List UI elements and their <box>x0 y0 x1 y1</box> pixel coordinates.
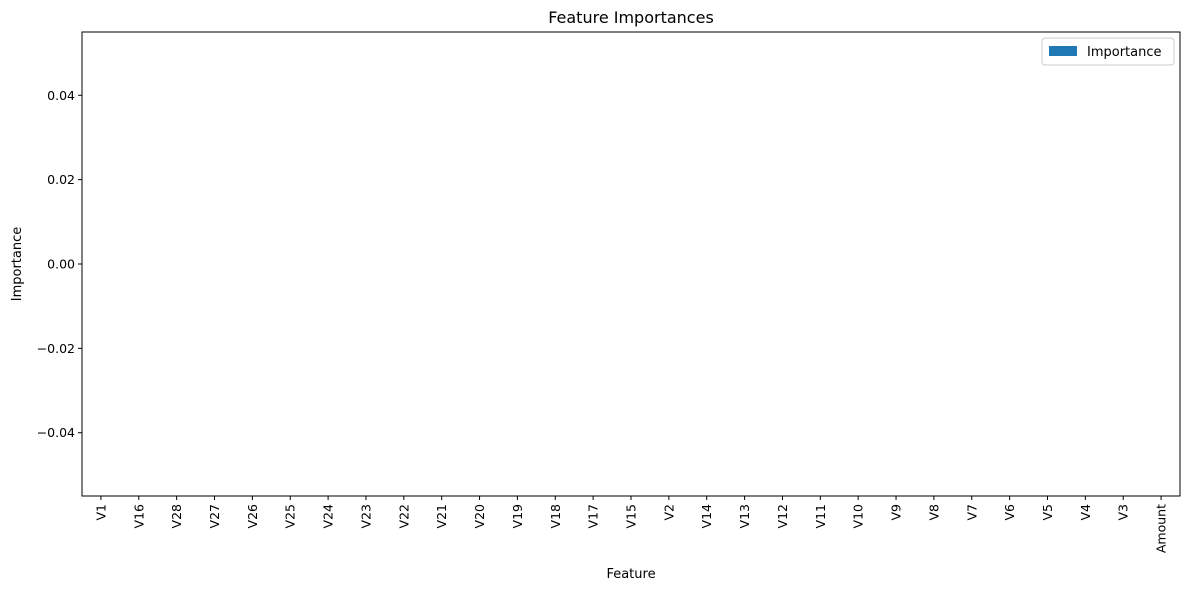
x-tick-label-v5: V5 <box>1040 504 1055 521</box>
x-tick-label-v3: V3 <box>1116 504 1131 521</box>
y-axis-ticks: −0.04 −0.02 0.00 0.02 0.04 <box>37 88 82 440</box>
x-tick-label-v24: V24 <box>321 504 336 529</box>
x-tick-label-v11: V11 <box>813 504 828 528</box>
y-axis-label: Importance <box>10 227 25 302</box>
legend-label-importance: Importance <box>1087 45 1162 60</box>
x-tick-label-v13: V13 <box>737 504 752 528</box>
x-tick-label-v18: V18 <box>548 504 563 529</box>
x-tick-label-v20: V20 <box>472 504 487 529</box>
legend-swatch <box>1049 46 1077 56</box>
x-tick-label-v28: V28 <box>169 504 184 529</box>
x-tick-label-v15: V15 <box>624 504 639 528</box>
x-tick-label-v21: V21 <box>434 504 449 528</box>
x-tick-label-v7: V7 <box>964 504 979 521</box>
x-tick-label-v12: V12 <box>775 504 790 528</box>
chart-title: Feature Importances <box>548 8 714 27</box>
x-tick-label-v25: V25 <box>283 504 298 528</box>
x-axis-label: Feature <box>606 567 655 582</box>
x-tick-label-v1: V1 <box>93 504 108 521</box>
x-tick-label-v26: V26 <box>245 504 260 529</box>
x-tick-label-v9: V9 <box>889 504 904 521</box>
x-tick-label-v19: V19 <box>510 504 525 529</box>
x-tick-label-v2: V2 <box>661 504 676 521</box>
y-tick-label: 0.04 <box>47 88 75 103</box>
x-tick-label-v6: V6 <box>1002 504 1017 521</box>
legend-box <box>1041 37 1175 66</box>
x-tick-label-amount: Amount <box>1154 504 1169 553</box>
x-tick-label-v16: V16 <box>131 504 146 529</box>
x-tick-label-v17: V17 <box>586 504 601 528</box>
y-tick-label: 0.02 <box>47 172 75 187</box>
x-tick-label-v10: V10 <box>851 504 866 529</box>
x-tick-label-v14: V14 <box>699 504 714 529</box>
y-tick-label: −0.04 <box>37 425 75 440</box>
y-tick-label: −0.02 <box>37 341 75 356</box>
plot-area-frame <box>81 31 1181 497</box>
legend: Importance <box>1041 37 1175 66</box>
x-tick-label-v8: V8 <box>926 504 941 521</box>
x-tick-label-v22: V22 <box>396 504 411 528</box>
x-tick-label-v23: V23 <box>358 504 373 528</box>
x-tick-label-v27: V27 <box>207 504 222 528</box>
x-axis-ticks: V1 V16 V28 V27 V26 V25 V24 V23 V22 V21 V20 V19 V18 V1… <box>93 496 1169 553</box>
x-tick-label-v4: V4 <box>1078 504 1093 521</box>
y-tick-label: 0.00 <box>47 257 75 272</box>
